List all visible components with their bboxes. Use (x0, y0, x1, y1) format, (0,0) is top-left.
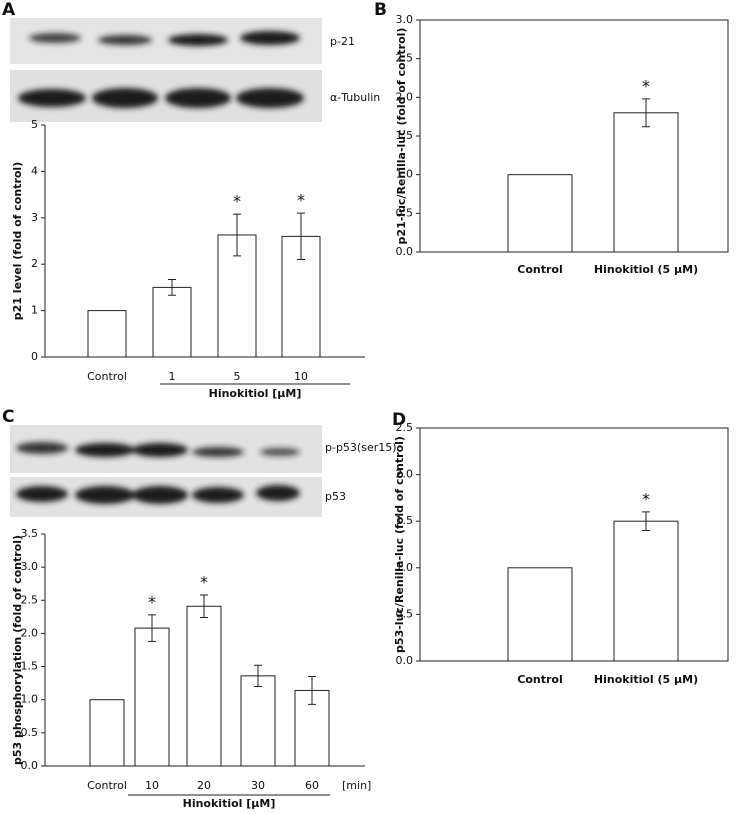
y-tick-label: 2.5 (21, 593, 39, 606)
y-tick-label: 3 (31, 211, 38, 224)
significance-marker: * (297, 191, 305, 210)
plot-frame (419, 19, 729, 253)
y-tick-label: 0.0 (396, 245, 414, 258)
x-unit-label: [min] (342, 779, 371, 792)
significance-marker: * (200, 572, 208, 591)
x-tick-label: Control (87, 370, 127, 383)
y-tick-label: 4 (31, 164, 38, 177)
y-axis-label: p53 phosphorylation (fold of control) (11, 535, 24, 765)
panel-letter: C (2, 407, 14, 427)
x-tick-label: Control (517, 263, 562, 276)
blot-label: p-21 (330, 35, 355, 48)
y-axis-label: p53-luc/Renilla-luc (fold of control) (393, 436, 406, 653)
x-tick-label: 5 (234, 370, 241, 383)
bar (152, 286, 192, 358)
y-tick-label: 2.5 (396, 421, 414, 434)
x-tick-label: 1 (169, 370, 176, 383)
x-tick-label: 10 (145, 779, 159, 792)
x-tick-label: Control (517, 673, 562, 686)
panel-letter: A (2, 0, 16, 20)
bar (240, 675, 276, 767)
y-tick-label: 0 (31, 350, 38, 363)
x-tick-label: 10 (294, 370, 308, 383)
y-axis-label: p21-luc/Renilla-luc (fold of control) (395, 28, 408, 245)
y-tick-label: 0.0 (396, 654, 414, 667)
bar (87, 310, 127, 358)
bar (613, 112, 679, 253)
blot-image (10, 18, 322, 517)
y-tick-label: 2.5 (396, 52, 414, 65)
blot-label: p-p53(ser15) (325, 441, 397, 454)
error-bar (642, 98, 650, 128)
y-tick-label: 1.0 (21, 693, 39, 706)
bar (507, 567, 573, 662)
significance-marker: * (642, 76, 650, 95)
y-tick-label: 3.5 (21, 527, 39, 540)
y-axis-label: p21 level (fold of control) (11, 162, 24, 320)
x-tick-label: Hinokitiol (5 μM) (594, 673, 698, 686)
error-bar (233, 213, 241, 257)
bar (613, 520, 679, 662)
y-tick-label: 1.0 (396, 168, 414, 181)
blot-label: α-Tubulin (330, 91, 380, 104)
y-tick-label: 1.5 (396, 514, 414, 527)
x-group-label: Hinokitiol [μM] (183, 797, 276, 810)
y-tick-label: 5 (31, 118, 38, 131)
y-tick-label: 1 (31, 304, 38, 317)
panel-letter: B (374, 0, 387, 20)
blot-label: p53 (325, 490, 346, 503)
y-tick-label: 3.0 (21, 560, 39, 573)
y-tick-label: 2.0 (396, 468, 414, 481)
y-tick-label: 0.5 (396, 206, 414, 219)
y-tick-label: 3.0 (396, 13, 414, 26)
bar (134, 627, 170, 767)
x-tick-label: 30 (251, 779, 265, 792)
y-tick-label: 2 (31, 257, 38, 270)
y-tick-label: 2.0 (21, 626, 39, 639)
significance-marker: * (148, 592, 156, 611)
error-bar (642, 511, 650, 532)
y-tick-label: 0.0 (21, 759, 39, 772)
y-tick-label: 1.5 (21, 660, 39, 673)
plot-frame (419, 427, 729, 662)
y-tick-label: 1.0 (396, 561, 414, 574)
error-bar (168, 279, 176, 296)
error-bar (200, 594, 208, 619)
significance-marker: * (233, 192, 241, 211)
error-bar (308, 676, 316, 705)
panel-letter: D (392, 410, 406, 430)
bar (186, 605, 222, 767)
y-tick-label: 0.5 (396, 607, 414, 620)
x-tick-label: 20 (197, 779, 211, 792)
x-tick-label: Control (87, 779, 127, 792)
bar (89, 699, 125, 767)
error-bar (148, 614, 156, 642)
bar (507, 174, 573, 253)
y-tick-label: 0.5 (21, 726, 39, 739)
y-tick-label: 1.5 (396, 129, 414, 142)
x-group-label: Hinokitiol [μM] (209, 387, 302, 400)
error-bar (297, 212, 305, 261)
y-tick-label: 2.0 (396, 90, 414, 103)
x-tick-label: Hinokitiol (5 μM) (594, 263, 698, 276)
error-bar (254, 664, 262, 687)
significance-marker: * (642, 489, 650, 508)
x-tick-label: 60 (305, 779, 319, 792)
